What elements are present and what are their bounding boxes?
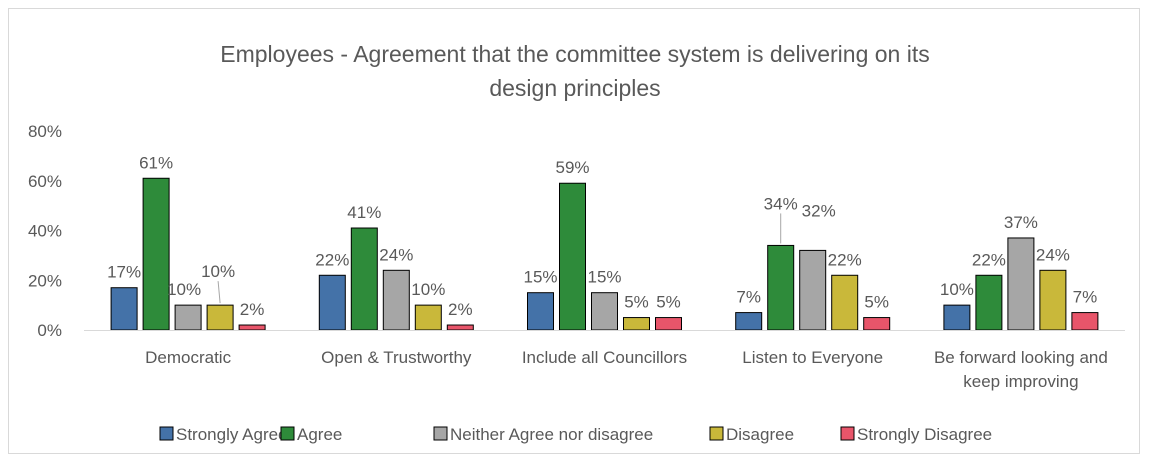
data-label: 22% — [828, 250, 862, 269]
bar-neither-agree-nor-disagree — [1007, 237, 1035, 331]
data-label: 10% — [201, 262, 235, 281]
data-label: 5% — [656, 293, 681, 312]
x-tick-label: Open & Trustworthy — [321, 348, 472, 367]
data-labels: 17%61%10%10%2%22%41%24%10%2%15%59%15%5% 5… — [107, 153, 1097, 319]
x-tick-label: Listen to Everyone — [742, 348, 883, 367]
bar-strongly-disagree — [655, 317, 682, 331]
y-tick-label: 0% — [37, 321, 62, 340]
legend-swatch — [159, 426, 174, 441]
data-label: 24% — [379, 245, 413, 264]
x-tick-label: Be forward looking and — [934, 348, 1108, 367]
x-tick-label: keep improving — [963, 372, 1078, 391]
y-tick-label: 60% — [28, 172, 62, 191]
y-tick-label: 20% — [28, 271, 62, 290]
bar-disagree — [1039, 269, 1067, 331]
bar-agree — [975, 274, 1003, 331]
legend-label: Strongly Disagree — [857, 425, 992, 444]
legend-label: Strongly Agree — [176, 425, 288, 444]
legend-label: Agree — [297, 425, 342, 444]
data-label: 24% — [1036, 245, 1070, 264]
data-label: 22% — [972, 250, 1006, 269]
chart-title-line-2: design principles — [489, 75, 660, 101]
legend: Strongly Agree Agree Neither Agree nor dis… — [159, 425, 992, 444]
y-tick-label: 80% — [28, 122, 62, 141]
data-label: 5% — [624, 293, 649, 312]
bar-strongly-disagree — [863, 317, 891, 331]
x-tick-label: Include all Councillors — [522, 348, 687, 367]
bar-strongly-disagree — [446, 324, 474, 331]
bar-strongly-agree — [943, 304, 971, 331]
data-label: 15% — [587, 268, 621, 287]
data-label: 41% — [347, 203, 381, 222]
x-tick-label: Democratic — [145, 348, 231, 367]
data-label: 7% — [1073, 288, 1098, 307]
legend-label: Disagree — [726, 425, 794, 444]
data-label: 10% — [940, 280, 974, 299]
bar-agree — [142, 177, 170, 331]
data-label: 2% — [240, 300, 265, 319]
data-label: 10% — [411, 280, 445, 299]
bar-neither-agree-nor-disagree — [591, 292, 618, 331]
bar-agree — [767, 244, 795, 331]
bar-strongly-agree — [735, 312, 763, 331]
y-axis: 0% 20% 40% 60% 80% — [28, 122, 62, 340]
bar-neither-agree-nor-disagree — [382, 269, 410, 331]
data-label: 7% — [736, 288, 761, 307]
bar-strongly-disagree — [1071, 312, 1099, 331]
chart-title-line-1: Employees - Agreement that the committee… — [220, 41, 929, 67]
bar-strongly-agree — [527, 292, 554, 331]
legend-swatch — [840, 426, 855, 441]
bar-disagree — [414, 304, 442, 331]
label-leader-line — [217, 281, 221, 304]
bar-strongly-agree — [110, 287, 138, 331]
legend-label: Neither Agree nor disagree — [450, 425, 653, 444]
data-label: 37% — [1004, 213, 1038, 232]
data-label: 17% — [107, 263, 141, 282]
data-label: 5% — [864, 293, 889, 312]
data-label: 61% — [139, 153, 173, 172]
bars — [110, 177, 1099, 331]
data-label: 59% — [555, 158, 589, 177]
data-label: 10% — [167, 280, 201, 299]
data-label: 34% — [764, 194, 798, 213]
bar-strongly-disagree — [238, 324, 266, 331]
x-axis: Democratic Open & Trustworthy Include all … — [84, 330, 1125, 391]
legend-swatch — [433, 426, 448, 441]
bar-neither-agree-nor-disagree — [799, 249, 827, 331]
bar-neither-agree-nor-disagree — [174, 304, 202, 331]
data-label: 15% — [523, 268, 557, 287]
bar-disagree — [831, 274, 859, 331]
legend-swatch — [709, 426, 724, 441]
data-label: 22% — [315, 250, 349, 269]
bar-agree — [350, 227, 378, 331]
bar-strongly-agree — [318, 274, 346, 331]
bar-disagree — [206, 304, 234, 331]
legend-swatch — [280, 426, 295, 441]
data-label: 2% — [448, 300, 473, 319]
data-label: 32% — [802, 201, 836, 220]
bar-agree — [559, 182, 586, 331]
y-tick-label: 40% — [28, 222, 62, 241]
bar-disagree — [623, 317, 650, 331]
